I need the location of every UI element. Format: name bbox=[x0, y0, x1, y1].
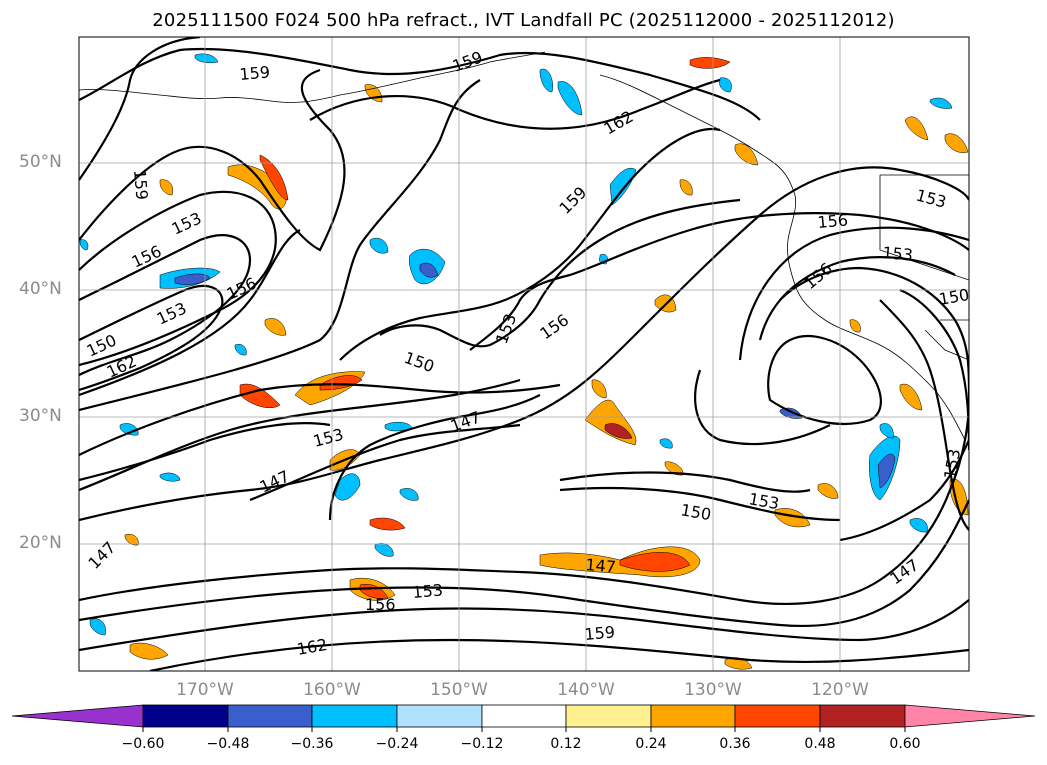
coastlines bbox=[79, 51, 969, 441]
contour-label: 159 bbox=[239, 62, 271, 84]
contours bbox=[79, 37, 969, 671]
contour-label: 153 bbox=[882, 243, 914, 265]
map-title: 2025111500 F024 500 hPa refract., IVT La… bbox=[152, 10, 895, 31]
contour-label: 159 bbox=[130, 169, 152, 201]
colorbar-tick-label: −0.60 bbox=[121, 736, 165, 752]
colorbar-tick-label: 0.36 bbox=[719, 736, 751, 752]
gridlines bbox=[79, 37, 969, 671]
shading-positive bbox=[124, 57, 969, 670]
lon-label: 170°W bbox=[176, 680, 234, 700]
colorbar-tick-label: −0.36 bbox=[290, 736, 334, 752]
colorbar-tick-label: 0.12 bbox=[550, 736, 582, 752]
lat-label: 20°N bbox=[19, 533, 62, 553]
contour-label: 153 bbox=[412, 580, 444, 602]
lat-label: 40°N bbox=[19, 279, 62, 299]
contour-label: 156 bbox=[365, 595, 396, 614]
colorbar-tick-label: −0.12 bbox=[460, 736, 504, 752]
lat-label: 30°N bbox=[19, 406, 62, 426]
colorbar-tick-label: −0.48 bbox=[206, 736, 250, 752]
colorbar-tick-label: 0.24 bbox=[635, 736, 667, 752]
colorbar-tick-label: −0.24 bbox=[375, 736, 419, 752]
map-area: 159 159 162 159 153 156 156 153 150 162 … bbox=[79, 37, 969, 671]
lon-label: 150°W bbox=[430, 680, 488, 700]
colorbar-tick-label: 0.60 bbox=[889, 736, 921, 752]
lon-label: 140°W bbox=[557, 680, 615, 700]
lon-label: 160°W bbox=[303, 680, 361, 700]
shading-negative bbox=[79, 53, 953, 636]
contour-label: 156 bbox=[817, 210, 849, 232]
colorbar-tick-label: 0.48 bbox=[804, 736, 836, 752]
contour-label: 159 bbox=[584, 622, 616, 644]
lon-label: 120°W bbox=[811, 680, 869, 700]
colorbar bbox=[11, 704, 1036, 728]
map-border bbox=[78, 36, 970, 672]
contour-label: 147 bbox=[585, 555, 617, 577]
lon-label: 130°W bbox=[684, 680, 742, 700]
lat-label: 50°N bbox=[19, 152, 62, 172]
